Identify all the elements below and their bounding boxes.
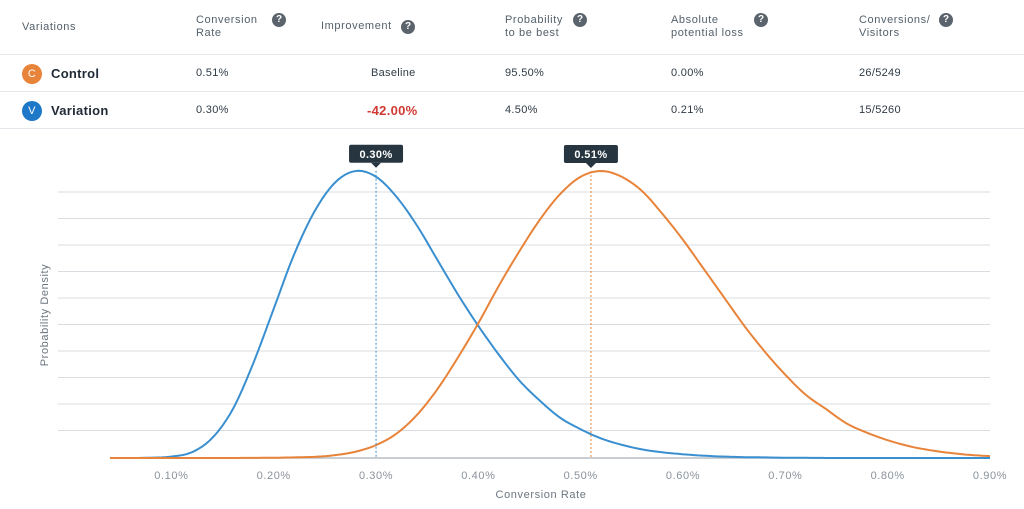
results-table: Variations Conversion Rate ? Improvement… (0, 0, 1024, 129)
conversion-rate-value: 0.51% (196, 67, 229, 79)
variation-name: Variation (51, 103, 109, 118)
x-tick-label: 0.90% (973, 470, 1007, 482)
x-tick-label: 0.80% (871, 470, 905, 482)
variation-tooltip-pointer (371, 162, 382, 168)
x-tick-label: 0.40% (461, 470, 495, 482)
control-badge: C (22, 63, 42, 84)
control-tooltip (563, 145, 618, 164)
density-series (110, 169, 991, 459)
loss-help-icon[interactable]: ? (754, 13, 768, 27)
probability-help-icon[interactable]: ? (573, 13, 587, 27)
conversion-rate-help-icon[interactable]: ? (272, 13, 286, 27)
table-row-control[interactable]: C Control 0.51% Baseline 95.50% 0.00% 26… (0, 55, 1024, 92)
conversions-value: 26/5249 (859, 67, 901, 79)
gridlines (58, 191, 990, 431)
header-probability: Probability to be best (505, 14, 563, 39)
control-tooltip-label: 0.51% (574, 149, 607, 161)
mean-markers: 0.30% 0.51% (349, 144, 618, 458)
table-row-variation[interactable]: V Variation 0.30% -42.00% 4.50% 0.21% 15… (0, 92, 1024, 129)
improvement-value: Baseline (371, 67, 416, 79)
improvement-help-icon[interactable]: ? (401, 20, 415, 34)
header-loss: Absolute potential loss (671, 14, 744, 39)
probability-value: 4.50% (505, 104, 538, 116)
improvement-value: -42.00% (367, 103, 418, 118)
x-axis-title: Conversion Rate (496, 489, 587, 501)
table-header: Variations Conversion Rate ? Improvement… (0, 0, 1024, 55)
conversions-value: 15/5260 (859, 104, 901, 116)
variation-tooltip-label: 0.30% (359, 149, 392, 161)
y-axis-title: Probability Density (39, 264, 51, 367)
variation-tooltip (349, 144, 404, 163)
variation-badge: V (22, 100, 42, 121)
control-tooltip-pointer (585, 163, 596, 169)
header-conversion-rate: Conversion Rate (196, 14, 258, 39)
header-improvement: Improvement (321, 20, 392, 32)
conversions-help-icon[interactable]: ? (939, 13, 953, 27)
loss-value: 0.21% (671, 104, 704, 116)
variation-name-cell: C Control (22, 55, 99, 92)
x-tick-label: 0.50% (564, 470, 598, 482)
loss-value: 0.00% (671, 67, 704, 79)
variation-name-cell: V Variation (22, 92, 109, 129)
chart-svg: 0.10% 0.20% 0.30% 0.40% 0.50% 0.60% 0.70% 0.80%… (39, 144, 1007, 501)
probability-value: 95.50% (505, 67, 545, 79)
variation-density-line (110, 169, 990, 459)
variation-name: Control (51, 66, 100, 81)
x-tick-label: 0.60% (666, 470, 700, 482)
x-tick-label: 0.20% (257, 470, 291, 482)
x-axis-ticks: 0.10% 0.20% 0.30% 0.40% 0.50% 0.60% 0.70% 0.80%… (154, 470, 1007, 482)
header-variations: Variations (22, 21, 77, 33)
conversion-rate-value: 0.30% (196, 104, 229, 116)
probability-density-chart: 0.10% 0.20% 0.30% 0.40% 0.50% 0.60% 0.70% 0.80%… (0, 130, 1024, 509)
x-tick-label: 0.10% (154, 470, 188, 482)
control-density-line (110, 169, 991, 459)
x-tick-label: 0.30% (359, 470, 393, 482)
x-tick-label: 0.70% (768, 470, 802, 482)
header-conversions: Conversions/ Visitors (859, 14, 931, 39)
